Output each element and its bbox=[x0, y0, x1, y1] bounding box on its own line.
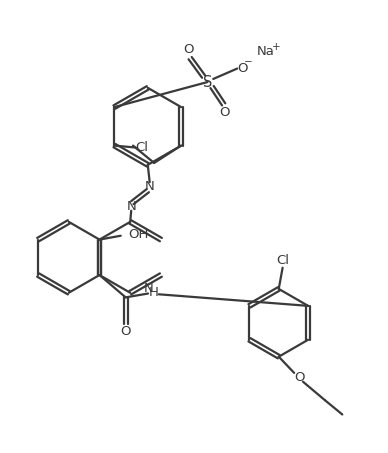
Text: N: N bbox=[126, 200, 136, 212]
Text: −: − bbox=[244, 58, 253, 67]
Text: O: O bbox=[220, 106, 230, 119]
Text: S: S bbox=[203, 75, 212, 90]
Text: N: N bbox=[144, 282, 153, 295]
Text: Cl: Cl bbox=[136, 141, 149, 154]
Text: Cl: Cl bbox=[276, 254, 289, 267]
Text: +: + bbox=[272, 42, 281, 52]
Text: OH: OH bbox=[128, 228, 149, 241]
Text: O: O bbox=[294, 371, 305, 385]
Text: N: N bbox=[145, 179, 154, 193]
Text: H: H bbox=[149, 286, 159, 299]
Text: O: O bbox=[184, 43, 194, 56]
Text: Na: Na bbox=[256, 45, 274, 58]
Text: O: O bbox=[237, 62, 248, 75]
Text: O: O bbox=[120, 325, 131, 338]
